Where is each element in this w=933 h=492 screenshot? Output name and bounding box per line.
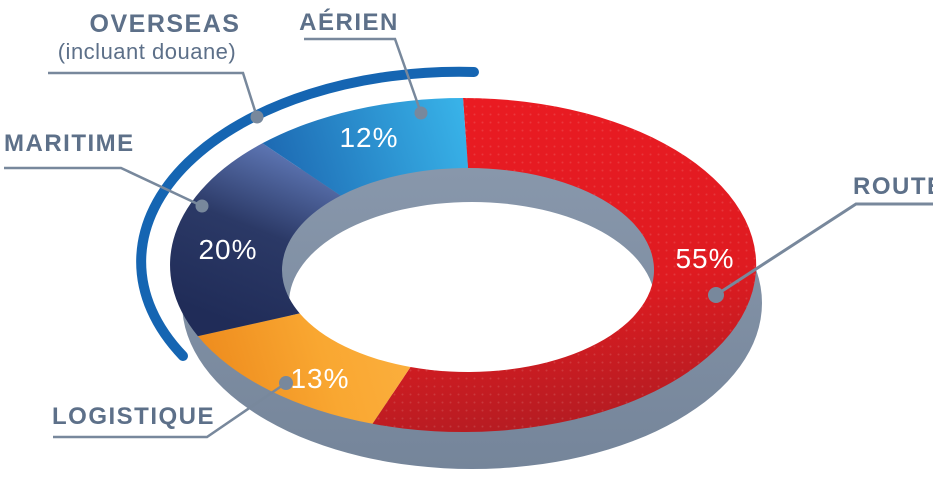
leader-logistique [53,381,287,439]
leader-route [715,202,933,297]
value-aerien: 12% [339,122,398,153]
leader-dot-route [708,287,724,303]
segment-maritime [170,143,341,337]
leader-aerien [304,37,423,114]
label-overseas: OVERSEAS [90,10,241,38]
label-maritime: MARITIME [4,130,135,157]
value-route: 55% [675,243,734,274]
segment-aerien [262,98,468,196]
label-logistique: LOGISTIQUE [52,403,215,430]
value-logistique: 13% [290,363,349,394]
overseas-arc [136,66,479,361]
leader-dot-maritime [195,199,209,213]
label-overseas-sub: (incluant douane) [58,39,237,64]
value-maritime: 20% [198,234,257,265]
leader-dot-aerien [414,106,428,120]
leader-dot-overseas [250,110,264,124]
leader-dot-logistique [279,376,293,390]
label-route: ROUTE [853,173,933,200]
leader-maritime [4,166,203,208]
segment-logistique [197,313,411,424]
label-aerien: AÉRIEN [299,8,399,36]
leader-overseas [48,71,259,118]
